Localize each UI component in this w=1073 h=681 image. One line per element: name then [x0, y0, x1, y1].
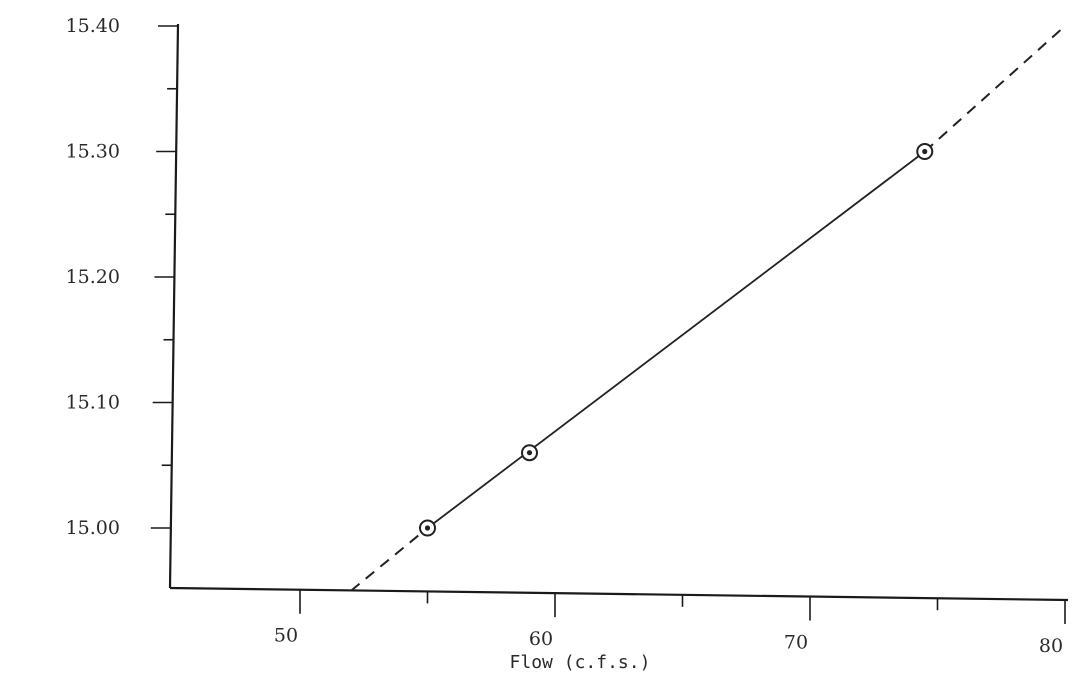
y-tick-label: 15.20	[66, 266, 120, 288]
x-tick-label: 80	[1039, 635, 1063, 657]
y-tick-label: 15.10	[66, 392, 120, 414]
y-tick-label: 15.00	[66, 517, 120, 539]
y-axis-line	[168, 23, 180, 589]
x-tick-label: 50	[274, 625, 298, 647]
fit-line	[350, 25, 1066, 592]
x-axis: 50 60 70 80	[169, 586, 1069, 657]
fit-line-extension-upper	[924, 25, 1066, 153]
data-points	[419, 143, 934, 537]
data-point-dot	[922, 148, 928, 155]
x-axis-label: Flow (c.f.s.)	[510, 652, 651, 673]
x-axis-line	[169, 586, 1069, 602]
y-axis: 15.00 15.10 15.20 15.30 15.40	[66, 15, 180, 589]
data-point	[521, 444, 538, 462]
y-tick-label: 15.30	[66, 141, 120, 163]
fit-line-solid	[426, 150, 926, 529]
x-tick-label: 70	[784, 632, 808, 654]
data-point-dot	[526, 450, 533, 456]
x-tick-label: 60	[529, 628, 553, 650]
data-point-dot	[424, 525, 431, 531]
data-point	[916, 143, 934, 160]
y-tick-label: 15.40	[66, 15, 120, 37]
data-point	[419, 519, 436, 537]
fit-line-extension-lower	[350, 527, 429, 592]
